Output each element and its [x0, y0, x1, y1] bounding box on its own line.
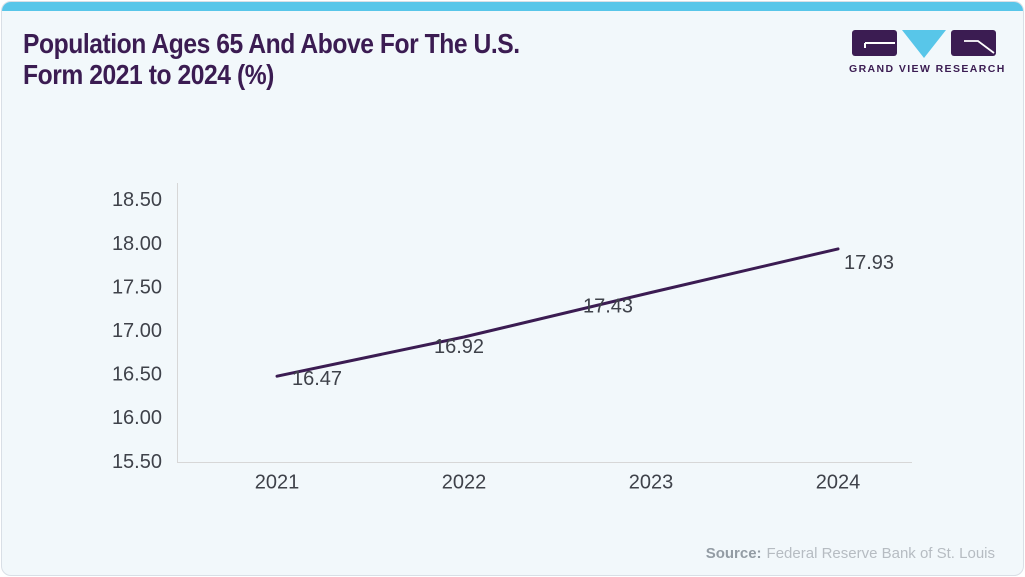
source-note: Source: Federal Reserve Bank of St. Louis	[706, 545, 995, 562]
page-title-line2: Form 2021 to 2024 (%)	[23, 59, 274, 90]
x-tick-label: 2023	[629, 472, 674, 494]
x-tick-label: 2024	[816, 472, 861, 494]
y-tick-label: 18.50	[112, 189, 162, 211]
x-tick-label: 2022	[442, 472, 487, 494]
source-label: Source:	[705, 545, 762, 562]
y-tick-label: 16.00	[112, 407, 162, 429]
gvr-logo-r-mark	[964, 40, 995, 54]
trend-line	[275, 247, 840, 378]
data-point-label: 17.43	[583, 296, 633, 318]
gvr-logo-mark	[852, 30, 996, 58]
page-title-line1: Population Ages 65 And Above For The U.S…	[23, 28, 520, 59]
data-point-label: 16.92	[434, 336, 484, 358]
y-tick-label: 18.00	[112, 233, 162, 255]
top-accent-bar	[2, 2, 1023, 11]
gvr-logo-r-block	[951, 30, 996, 56]
data-point-label: 16.47	[292, 368, 342, 390]
page-title: Population Ages 65 And Above For The U.S…	[23, 28, 520, 90]
gvr-logo-v-triangle	[902, 30, 946, 58]
gvr-logo-caption: GRAND VIEW RESEARCH	[849, 63, 1006, 75]
source-text: Federal Reserve Bank of St. Louis	[766, 545, 995, 562]
gvr-logo: GRAND VIEW RESEARCH	[849, 29, 1006, 75]
y-tick-label: 17.00	[112, 320, 162, 342]
data-point-label: 17.93	[844, 252, 894, 274]
y-tick-label: 17.50	[112, 276, 162, 298]
y-tick-label: 15.50	[112, 451, 162, 473]
x-tick-label: 2021	[255, 472, 300, 494]
y-tick-label: 16.50	[112, 364, 162, 386]
